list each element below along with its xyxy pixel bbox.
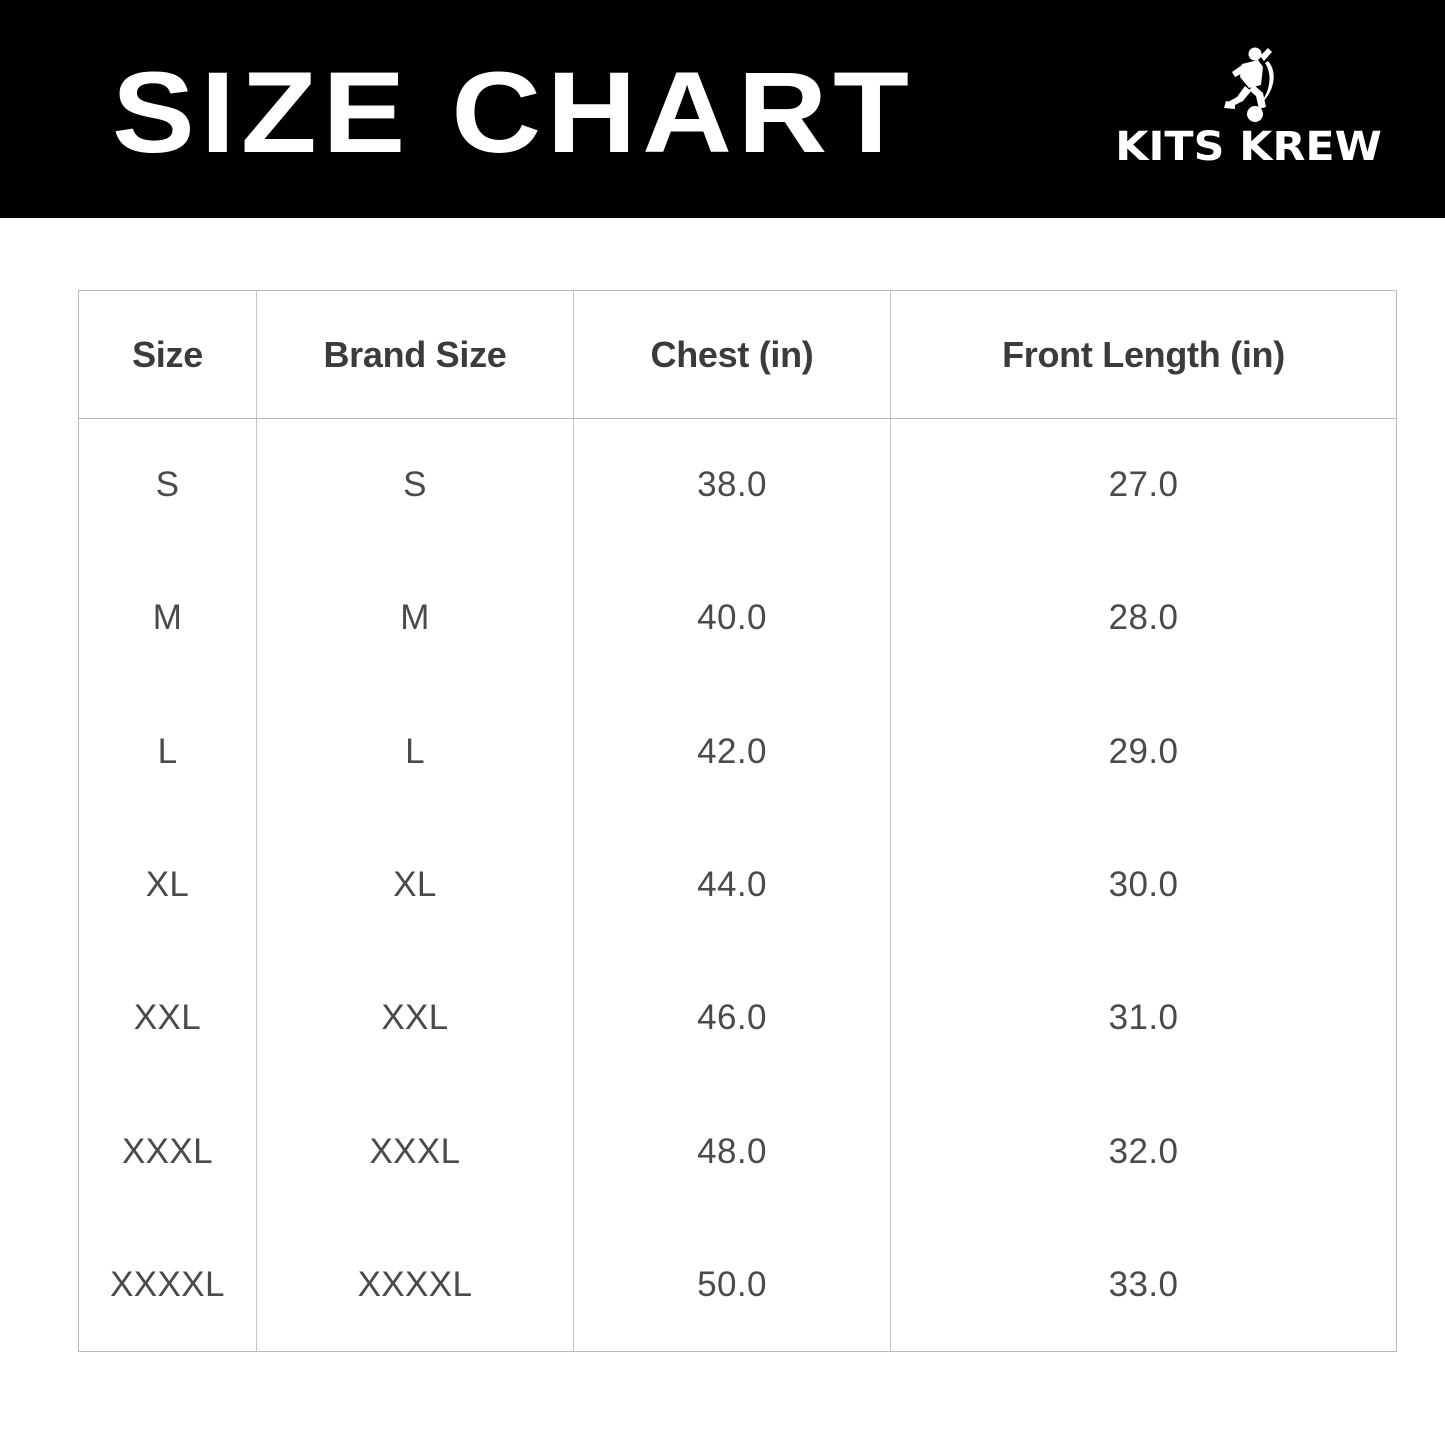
- cell-front-length: 29.0: [890, 685, 1397, 819]
- column-header-front-length: Front Length (in): [890, 290, 1397, 419]
- brand-name: KITS KREW: [1115, 124, 1382, 170]
- column-header-chest: Chest (in): [573, 290, 891, 419]
- soccer-player-icon: [1224, 47, 1275, 122]
- cell-size: M: [78, 551, 257, 686]
- cell-size: XL: [78, 818, 257, 952]
- table-row: XL XL 44.0 30.0: [78, 818, 1397, 952]
- cell-size: L: [78, 685, 257, 819]
- cell-chest: 44.0: [573, 818, 891, 952]
- table-row: XXXXL XXXXL 50.0 33.0: [78, 1218, 1397, 1352]
- size-chart-table-container: Size Brand Size Chest (in) Front Length …: [78, 290, 1397, 1352]
- cell-chest: 48.0: [573, 1084, 891, 1219]
- cell-brand-size: S: [256, 418, 574, 552]
- cell-front-length: 32.0: [890, 1084, 1397, 1219]
- cell-chest: 38.0: [573, 418, 891, 552]
- cell-chest: 50.0: [573, 1218, 891, 1352]
- table-row: XXL XXL 46.0 31.0: [78, 951, 1397, 1085]
- cell-front-length: 30.0: [890, 818, 1397, 952]
- cell-brand-size: XL: [256, 818, 574, 952]
- table-header-row: Size Brand Size Chest (in) Front Length …: [78, 290, 1397, 419]
- cell-chest: 42.0: [573, 685, 891, 819]
- cell-size: XXL: [78, 951, 257, 1085]
- table-row: XXXL XXXL 48.0 32.0: [78, 1084, 1397, 1219]
- size-chart-table: Size Brand Size Chest (in) Front Length …: [78, 290, 1397, 1352]
- cell-brand-size: XXL: [256, 951, 574, 1085]
- cell-front-length: 33.0: [890, 1218, 1397, 1352]
- cell-size: S: [78, 418, 257, 552]
- cell-brand-size: XXXXL: [256, 1218, 574, 1352]
- cell-size: XXXL: [78, 1084, 257, 1219]
- cell-chest: 46.0: [573, 951, 891, 1085]
- column-header-brand-size: Brand Size: [256, 290, 574, 419]
- table-row: M M 40.0 28.0: [78, 551, 1397, 686]
- cell-front-length: 27.0: [890, 418, 1397, 552]
- cell-brand-size: M: [256, 551, 574, 686]
- brand-logo: KITS KREW: [1115, 45, 1382, 173]
- column-header-size: Size: [78, 290, 257, 419]
- cell-chest: 40.0: [573, 551, 891, 686]
- table-header: Size Brand Size Chest (in) Front Length …: [78, 290, 1397, 419]
- cell-front-length: 28.0: [890, 551, 1397, 686]
- page-title: SIZE CHART: [112, 46, 915, 177]
- cell-brand-size: L: [256, 685, 574, 819]
- table-row: S S 38.0 27.0: [78, 418, 1397, 552]
- cell-front-length: 31.0: [890, 951, 1397, 1085]
- cell-brand-size: XXXL: [256, 1084, 574, 1219]
- table-body: S S 38.0 27.0 M M 40.0 28.0 L L 42.0 29.…: [78, 418, 1397, 1352]
- header-banner: SIZE CHART K: [0, 0, 1445, 218]
- cell-size: XXXXL: [78, 1218, 257, 1352]
- table-row: L L 42.0 29.0: [78, 685, 1397, 819]
